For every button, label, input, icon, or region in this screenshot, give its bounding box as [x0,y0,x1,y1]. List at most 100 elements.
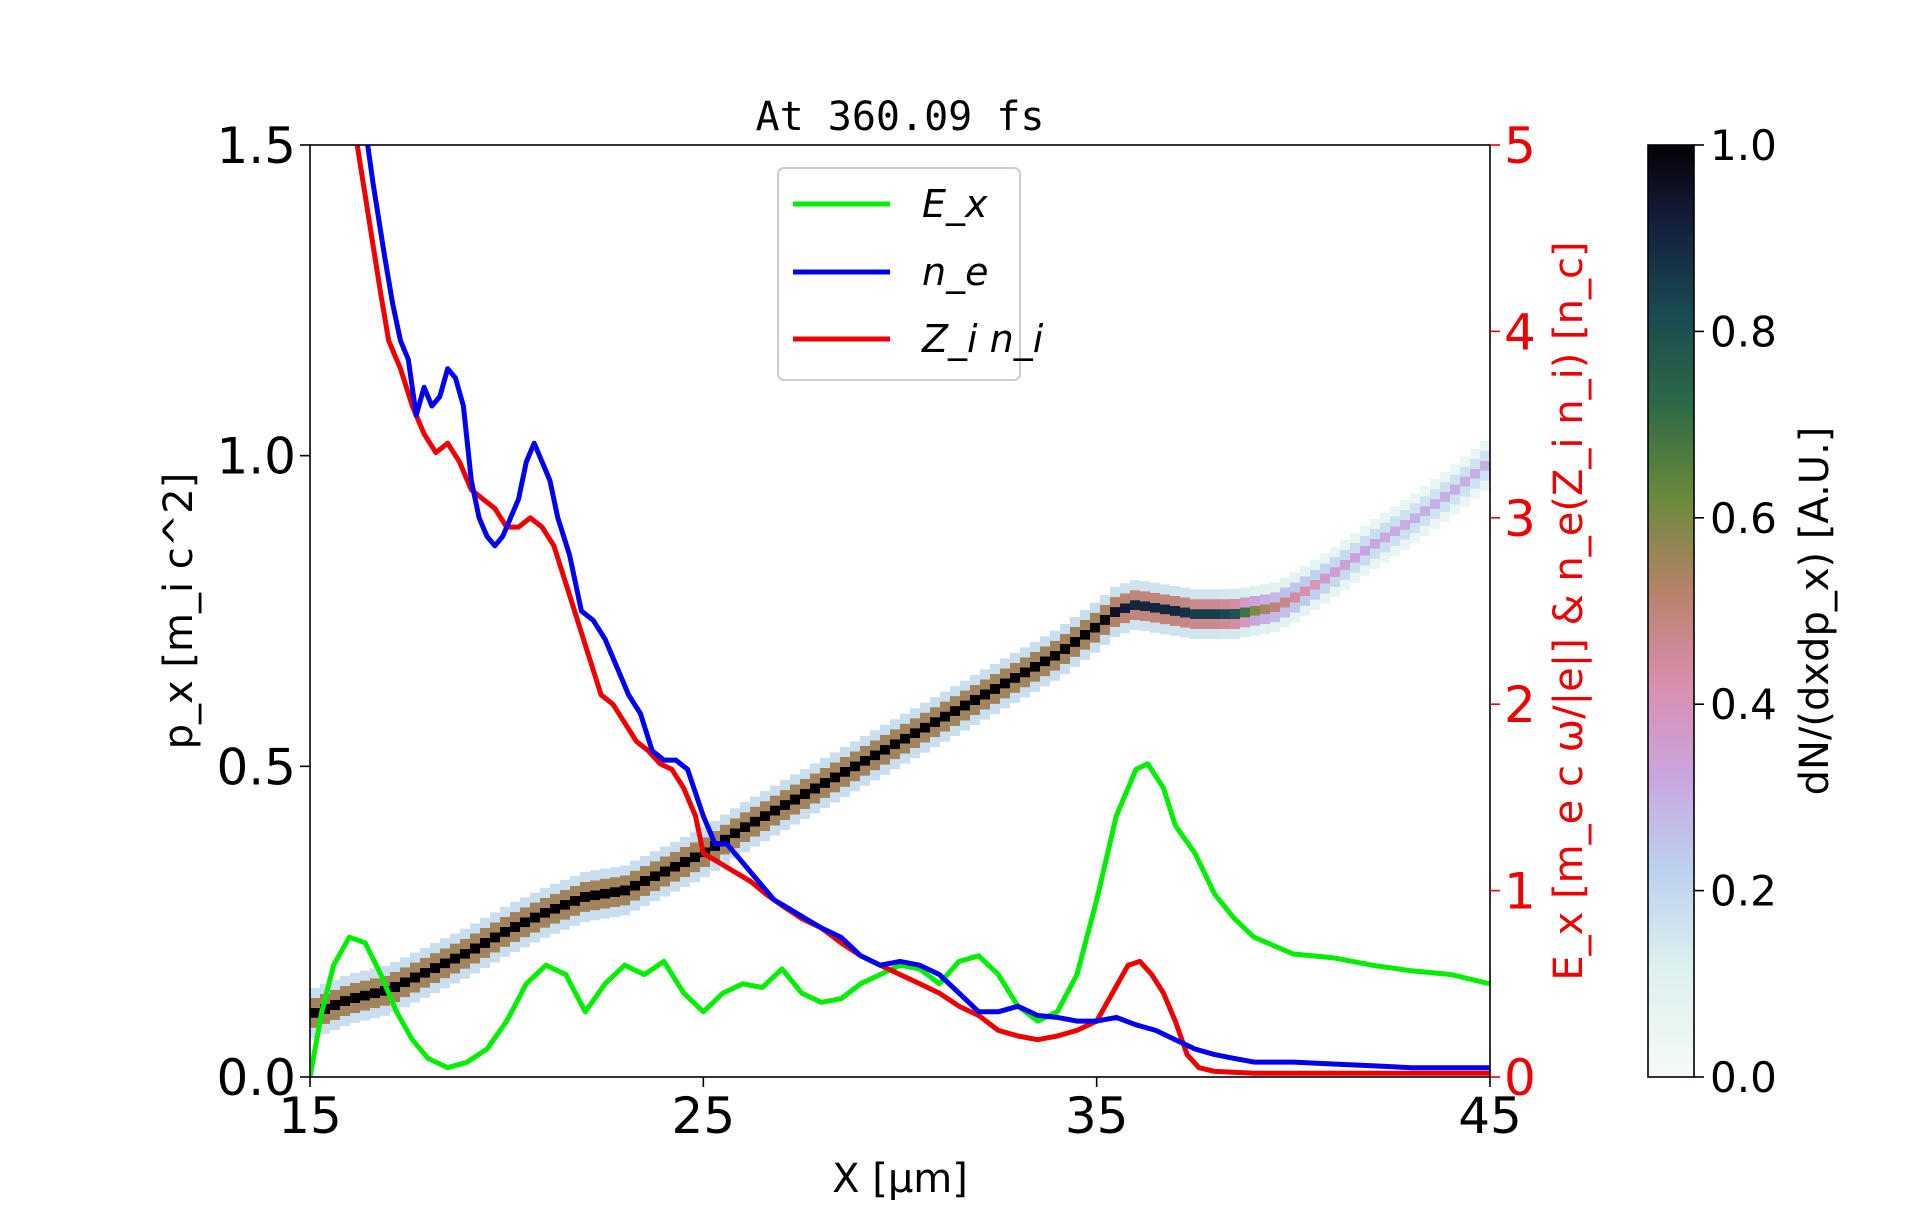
density-cell-268 [840,746,850,757]
density-cell-344 [990,703,1000,714]
density-cell-229 [760,831,770,842]
density-cell-388 [1080,609,1090,620]
density-cell-11 [330,989,340,1000]
density-cell-16 [340,986,350,997]
density-cell-109 [520,937,530,948]
density-cell-236 [780,790,790,801]
density-cell-165 [640,875,650,886]
density-cell-242 [790,804,800,815]
density-cell-577 [1460,486,1470,497]
y-right-tick-label-0: 0 [1504,1049,1536,1107]
density-cell-159 [620,905,630,916]
density-cell-244 [790,814,800,825]
density-cell-30 [370,988,380,999]
density-cell-112 [530,922,540,933]
density-cell-539 [1380,552,1390,563]
density-cell-560 [1430,499,1440,510]
density-cell-494 [1290,612,1300,623]
density-cell-441 [1190,599,1200,610]
density-cell-485 [1280,597,1290,608]
density-cell-489 [1280,617,1290,628]
density-cell-509 [1320,593,1330,604]
density-cell-20 [350,992,360,1003]
density-cell-486 [1280,587,1290,598]
density-cell-155 [620,885,630,896]
density-cell-566 [1440,481,1450,492]
density-cell-261 [830,762,840,773]
density-cell-432 [1170,615,1180,626]
density-cell-87 [480,947,490,958]
density-cell-547 [1400,529,1410,540]
density-cell-59 [420,987,430,998]
density-cell-405 [1120,603,1130,614]
density-cell-561 [1430,489,1440,500]
density-cell-348 [1000,658,1010,669]
density-cell-204 [710,860,720,871]
density-cell-235 [780,800,790,811]
density-cell-514 [1330,587,1340,598]
density-cell-537 [1380,542,1390,553]
density-cell-197 [700,857,710,868]
density-cell-589 [1480,480,1490,491]
y-right-tick-label-3: 3 [1504,490,1536,548]
density-cell-386 [1080,619,1090,630]
density-cell-370 [1050,650,1060,661]
density-cell-578 [1460,456,1470,467]
density-cell-43 [390,962,400,973]
density-cell-479 [1260,624,1270,635]
density-cell-211 [730,818,740,829]
density-cell-94 [490,952,500,963]
density-cell-220 [750,816,760,827]
density-cell-419 [1140,621,1150,632]
density-cell-398 [1100,594,1110,605]
density-cell-528 [1360,525,1370,536]
density-cell-297 [900,743,910,754]
density-cell-345 [1000,678,1010,689]
density-cell-125 [560,899,570,910]
density-cell-480 [1270,602,1280,613]
density-cell-82 [470,953,480,964]
legend-box [777,167,1021,381]
density-cell-389 [1080,649,1090,660]
density-cell-313 [930,697,940,708]
density-cell-422 [1150,612,1160,623]
density-cell-550 [1410,513,1420,524]
density-cell-527 [1360,555,1370,566]
legend-entry-zini: Z_i n_i [921,317,1044,361]
density-cell-276 [860,745,870,756]
density-cell-496 [1300,576,1310,587]
density-cell-448 [1200,589,1210,600]
density-cell-395 [1100,614,1110,625]
density-cell-409 [1120,623,1130,634]
density-cell-355 [1020,667,1030,678]
density-cell-484 [1270,622,1280,633]
density-cell-249 [800,809,810,820]
density-cell-14 [330,1019,340,1030]
density-cell-532 [1370,548,1380,559]
density-cell-408 [1120,583,1130,594]
density-cell-339 [980,709,990,720]
density-cell-286 [880,734,890,745]
density-cell-38 [380,965,390,976]
density-cell-317 [940,721,950,732]
density-cell-567 [1440,501,1450,512]
density-cell-10 [330,999,340,1010]
density-cell-230 [770,805,780,816]
density-cell-202 [710,850,720,861]
density-cell-420 [1150,602,1160,613]
density-cell-277 [860,765,870,776]
density-cell-105 [520,917,530,928]
density-cell-62 [430,973,440,984]
density-cell-153 [610,867,620,878]
density-cell-575 [1460,476,1470,487]
density-cell-508 [1320,553,1330,564]
density-cell-516 [1340,549,1350,560]
density-cell-384 [1070,656,1080,667]
density-cell-169 [640,895,650,906]
density-cell-363 [1030,641,1040,652]
density-cell-416 [1140,591,1150,602]
density-cell-360 [1030,661,1040,672]
density-cell-283 [870,730,880,741]
density-cell-179 [660,886,670,897]
density-cell-250 [810,783,820,794]
